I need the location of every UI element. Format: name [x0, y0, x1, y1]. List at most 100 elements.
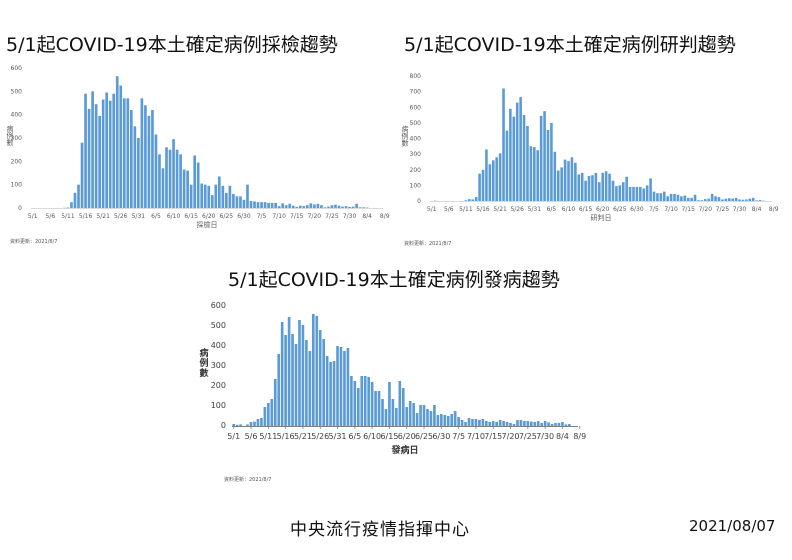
bar — [112, 93, 116, 208]
bar — [137, 138, 140, 208]
bar — [341, 206, 344, 208]
x-tick-label: 7/15 — [681, 206, 695, 213]
bar — [547, 422, 550, 426]
bar — [281, 203, 285, 208]
bar-chart-onset: 0 100 200 300 400 500 600 病例數 5/1 5/6 5/11 5/16 5/21… — [199, 301, 586, 456]
bar — [724, 198, 728, 201]
x-tick-label: 7/25 — [519, 432, 537, 441]
bar — [154, 134, 158, 208]
x-tick-label: 5/31 — [329, 432, 347, 441]
bar — [734, 197, 738, 201]
bar — [327, 206, 330, 208]
y-axis-title: 例 — [199, 357, 208, 369]
bar — [405, 407, 409, 426]
bar — [270, 202, 274, 208]
x-tick-label: 8/4 — [362, 213, 372, 220]
bar — [398, 381, 402, 426]
x-tick-label: 7/5 — [452, 432, 465, 441]
bar — [429, 411, 433, 426]
x-tick-label: 5/1 — [28, 213, 38, 220]
bar — [122, 98, 126, 208]
footer-organization: 中央流行疫情指揮中心 — [290, 520, 470, 540]
x-tick-label: 5/11 — [459, 206, 473, 213]
bar — [491, 160, 495, 201]
bar — [563, 159, 567, 201]
x-tick-label: 7/30 — [733, 206, 747, 213]
bar — [391, 399, 395, 426]
x-tick-label: 5/31 — [132, 213, 146, 220]
bar — [509, 108, 512, 201]
bar — [453, 411, 457, 426]
data-update-note-confirm: 資料更新：2021/8/7 — [404, 241, 452, 247]
bar — [270, 399, 274, 426]
bar — [580, 172, 584, 201]
bar — [210, 195, 214, 208]
bar — [273, 379, 277, 426]
x-tick-label: 5/21 — [493, 206, 507, 213]
y-tick-label: 500 — [410, 120, 422, 127]
bar — [707, 198, 711, 201]
bar — [436, 415, 440, 426]
bar — [615, 186, 618, 201]
x-tick-label: 7/30 — [343, 213, 357, 220]
bar — [358, 207, 362, 208]
bar — [676, 194, 680, 201]
bar — [570, 157, 574, 201]
bar — [710, 193, 714, 201]
x-tick-label: 5/6 — [46, 213, 56, 220]
bar — [481, 419, 485, 426]
bar — [381, 399, 384, 426]
bar — [491, 421, 495, 426]
y-axis-title: 數 — [402, 139, 409, 148]
bar — [277, 206, 281, 208]
x-tick-label: 6/10 — [363, 432, 381, 441]
bar — [144, 105, 147, 208]
bar — [161, 168, 165, 208]
bar — [351, 206, 355, 208]
bar — [512, 116, 516, 201]
bar — [186, 170, 189, 208]
bar — [488, 164, 492, 201]
bar — [512, 424, 516, 426]
bar — [337, 205, 341, 208]
bar — [225, 192, 228, 208]
bar — [422, 405, 426, 426]
y-axis-title: 數 — [7, 138, 14, 147]
bar — [189, 184, 193, 208]
bar — [550, 122, 553, 201]
bar — [597, 182, 601, 201]
bar — [295, 206, 299, 208]
bar — [119, 85, 123, 208]
bar — [721, 199, 724, 201]
x-tick-label: 7/30 — [536, 432, 554, 441]
bar — [73, 192, 77, 208]
bar — [464, 200, 468, 201]
bar — [505, 422, 509, 426]
bar — [267, 202, 270, 208]
x-tick-label: 7/10 — [272, 213, 286, 220]
bar — [249, 201, 253, 208]
bar — [567, 161, 570, 201]
bar — [228, 185, 232, 208]
x-tick-label: 6/10 — [167, 213, 181, 220]
x-tick-label: 6/15 — [579, 206, 593, 213]
bar — [656, 193, 659, 201]
bar — [516, 420, 519, 426]
bar — [284, 335, 287, 426]
bar — [594, 172, 598, 201]
bar — [193, 155, 197, 208]
bar — [334, 204, 337, 208]
bar — [539, 115, 543, 201]
x-tick-label: 6/15 — [380, 432, 398, 441]
bar — [680, 196, 683, 201]
bar — [526, 126, 529, 201]
bar — [669, 193, 673, 201]
bar — [495, 157, 498, 201]
bar — [464, 422, 467, 426]
bar — [318, 330, 322, 426]
bar — [182, 169, 186, 208]
x-tick-label: 7/5 — [649, 206, 659, 213]
x-tick-label: 8/9 — [573, 432, 586, 441]
bar — [388, 382, 391, 426]
x-tick-label: 8/4 — [556, 432, 569, 441]
